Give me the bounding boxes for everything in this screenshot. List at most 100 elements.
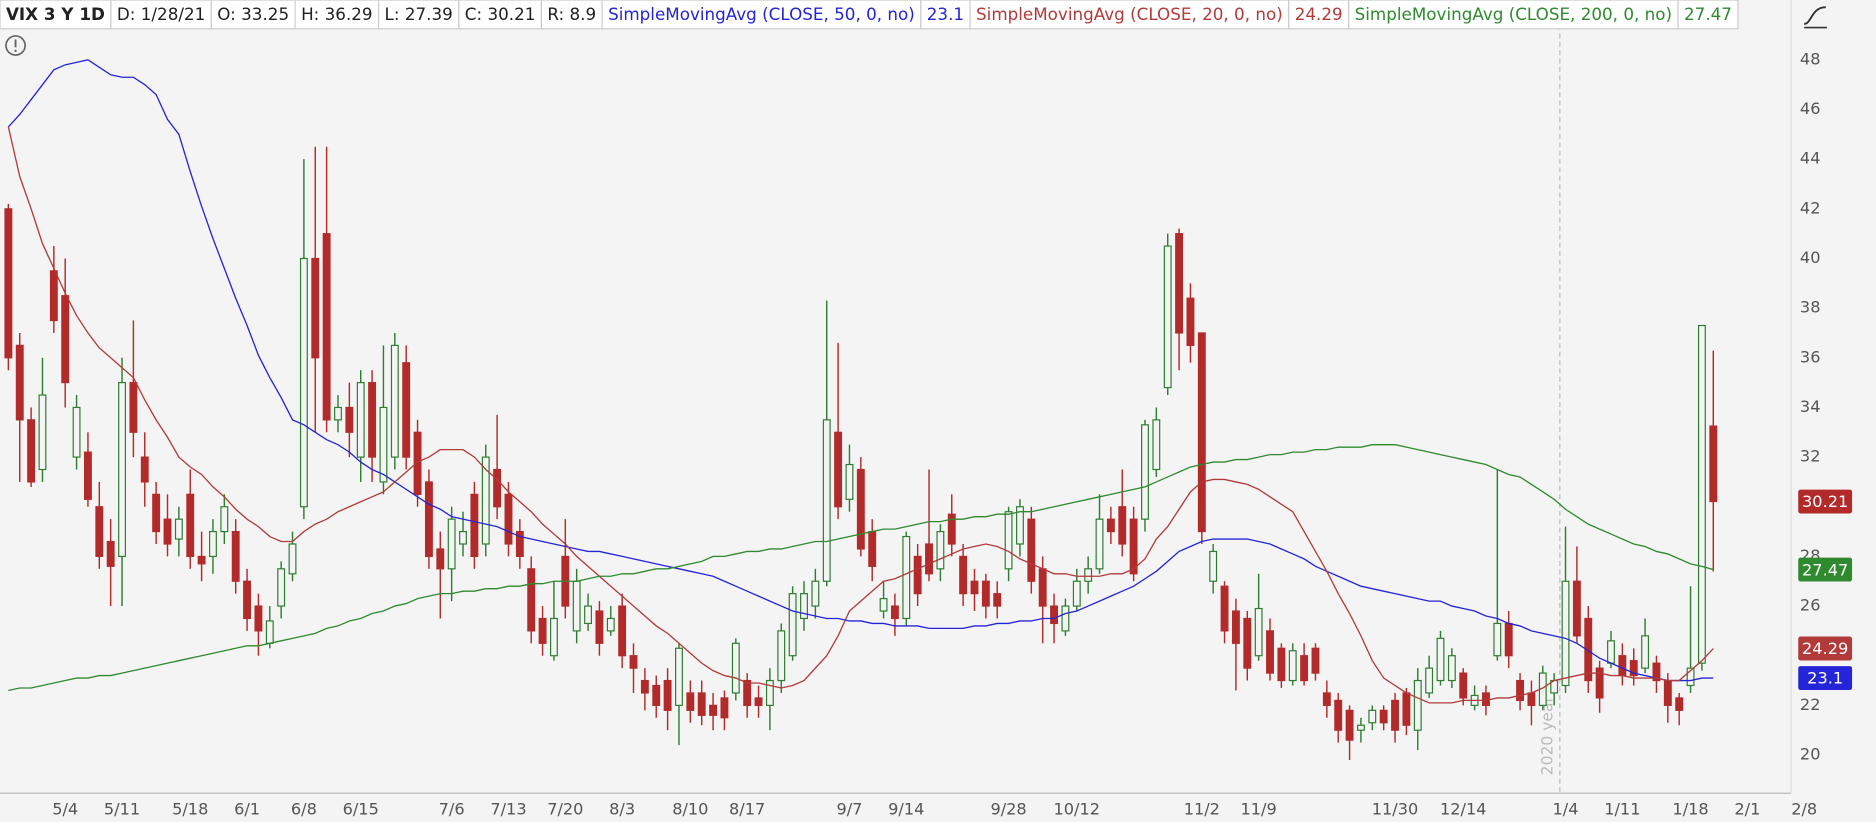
header-item: 27.47 [1677,0,1739,30]
candle-body [436,548,445,570]
candle-body [1607,640,1615,664]
candle-body [1675,697,1684,711]
candle-body [390,344,399,458]
candle-body [1266,630,1274,674]
style-icon[interactable] [1800,2,1830,29]
candle-body [61,295,70,384]
price-badge: 30.21 [1798,489,1853,514]
candle-body [879,598,888,612]
candle-body [1516,679,1525,702]
candle-body [1572,580,1581,637]
y-tick-label: 32 [1800,447,1821,466]
price-badge-label: 27.47 [1802,560,1848,579]
x-tick-label: 7/6 [439,800,465,819]
header-box [1288,0,1350,30]
header-text: R: 8.9 [547,4,596,24]
candle-body [822,419,831,582]
candle-body [504,493,513,545]
candle-body [845,463,854,500]
candle-body [1493,622,1502,657]
candle-body [1163,245,1172,389]
candle-body [1595,667,1604,699]
candle-body [356,382,365,458]
x-tick-label: 5/4 [52,800,78,819]
candle-body [152,493,161,533]
price-badge: 27.47 [1798,557,1853,582]
y-tick-label: 22 [1800,695,1821,714]
y-tick-label: 48 [1800,49,1821,68]
header-box [0,0,112,30]
candle-body [947,513,956,545]
candle-body [413,431,422,495]
x-tick-label: 9/7 [836,800,862,819]
candle-body [1584,617,1593,682]
header-text: H: 36.29 [301,4,373,24]
x-tick-label: 5/18 [172,800,208,819]
price-badge-box [1798,666,1853,691]
candle-body [163,518,172,545]
x-tick-label: 2/8 [1791,800,1817,819]
x-tick-label: 1/11 [1604,800,1640,819]
candle-body [1129,518,1138,575]
info-icon[interactable] [5,35,26,56]
candle-body [765,679,774,706]
candle-body [15,344,24,421]
header-item: H: 36.29 [294,0,380,30]
x-tick-label: 7/20 [547,800,583,819]
candle-body [1391,699,1399,731]
candle-body [959,555,968,595]
candle-body [1504,622,1513,657]
candle-body [1141,424,1149,520]
candle-body [27,419,36,483]
y-tick-label: 44 [1800,149,1821,168]
candle-body [720,697,729,719]
candle-body [140,456,149,483]
candle-body [902,535,911,620]
candle-body [640,679,649,694]
candle-body [299,257,308,508]
x-tick-label: 6/1 [234,800,260,819]
candle-body [1482,692,1490,706]
candle-body [1561,580,1570,687]
header-item: 24.29 [1288,0,1350,30]
y-tick-label: 40 [1800,248,1821,267]
header-text: D: 1/28/21 [117,4,205,24]
candle-body [4,208,13,359]
candle-body [95,506,104,558]
candle-body [209,530,217,558]
x-tick-label: 9/14 [888,800,924,819]
candle-body [231,530,240,582]
candle-body [186,493,195,558]
candle-body [970,580,979,595]
candle-body [1345,709,1354,741]
price-badge-box [1798,636,1853,661]
candle-body [1641,635,1650,669]
candle-body [1686,667,1695,687]
candle-body [868,530,877,567]
candle-body [1459,672,1468,699]
header-item: SimpleMovingAvg (CLOSE, 200, 0, no) [1348,0,1679,30]
candle-body [1004,511,1013,570]
y-tick-label: 34 [1800,397,1821,416]
header-text: O: 33.25 [217,4,289,24]
x-tick-label: 6/8 [291,800,317,819]
candle-body [527,568,536,632]
header: VIX 3 Y 1D D: 1/28/21 O: 33.25 H: 36.29 L: 2… [0,0,1739,30]
candle-body [890,605,899,620]
header-box [210,0,296,30]
candle-body [334,406,342,421]
candle-body [606,617,615,632]
header-box [110,0,212,30]
x-tick-label: 1/18 [1672,800,1708,819]
candle-body [743,679,752,706]
candle-body [925,543,933,575]
price-badge-box [1798,557,1853,582]
candle-body [83,451,92,500]
candle-body [993,593,1002,607]
header-item: L: 27.39 [377,0,460,30]
candle-body [72,406,81,458]
candle-body [379,406,388,483]
candle-body [800,593,808,620]
header-text: SimpleMovingAvg (CLOSE, 50, 0, no) [608,4,915,24]
